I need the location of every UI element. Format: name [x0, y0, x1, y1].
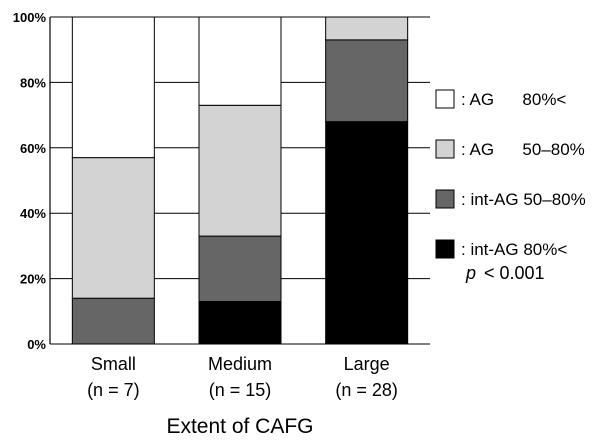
x-category-label: Medium	[208, 354, 272, 374]
p-symbol: p	[465, 263, 476, 283]
bar-segment	[198, 235, 282, 302]
y-tick-label: 100%	[13, 10, 47, 25]
legend-label: : int-AG 50–80%	[461, 190, 586, 209]
legend-swatch	[435, 239, 455, 259]
bars	[71, 16, 409, 345]
x-category-sublabel: (n = 7)	[87, 380, 140, 400]
y-tick-label: 60%	[20, 141, 46, 156]
x-category-label: Small	[91, 354, 136, 374]
bar-segment	[325, 39, 409, 123]
bar-segment	[325, 121, 409, 345]
bar-segment	[325, 16, 409, 41]
bar-segment	[71, 16, 155, 159]
x-axis-label: Extent of CAFG	[166, 415, 313, 438]
y-tick-label: 0%	[27, 337, 46, 352]
y-tick-label: 80%	[20, 75, 46, 90]
legend-swatch	[435, 89, 455, 109]
bar-segment	[198, 16, 282, 106]
bar-segment	[198, 104, 282, 237]
bar-segment	[198, 300, 282, 345]
x-category-labels: Small (n = 7) Medium (n = 15) Large (n = 28)	[87, 354, 398, 400]
legend-swatch	[435, 189, 455, 209]
legend-label: : int-AG 80%<	[461, 240, 567, 259]
y-tick-label: 20%	[20, 272, 46, 287]
legend: : AG 80%< : AG 50–80% : int-AG 50–80% : int…	[435, 89, 586, 259]
p-value-text: < 0.001	[484, 263, 545, 283]
p-value-annotation: p < 0.001	[465, 263, 545, 283]
y-tick-label: 40%	[20, 206, 46, 221]
y-tick-labels: 0% 20% 40% 60% 80% 100%	[13, 10, 47, 352]
bar-segment	[71, 297, 155, 345]
legend-label: : AG 50–80%	[461, 140, 585, 159]
legend-swatch	[435, 139, 455, 159]
bar-segment	[71, 157, 155, 299]
x-category-sublabel: (n = 15)	[209, 380, 272, 400]
legend-label: : AG 80%<	[461, 90, 566, 109]
x-category-label: Large	[344, 354, 390, 374]
x-category-sublabel: (n = 28)	[335, 380, 398, 400]
